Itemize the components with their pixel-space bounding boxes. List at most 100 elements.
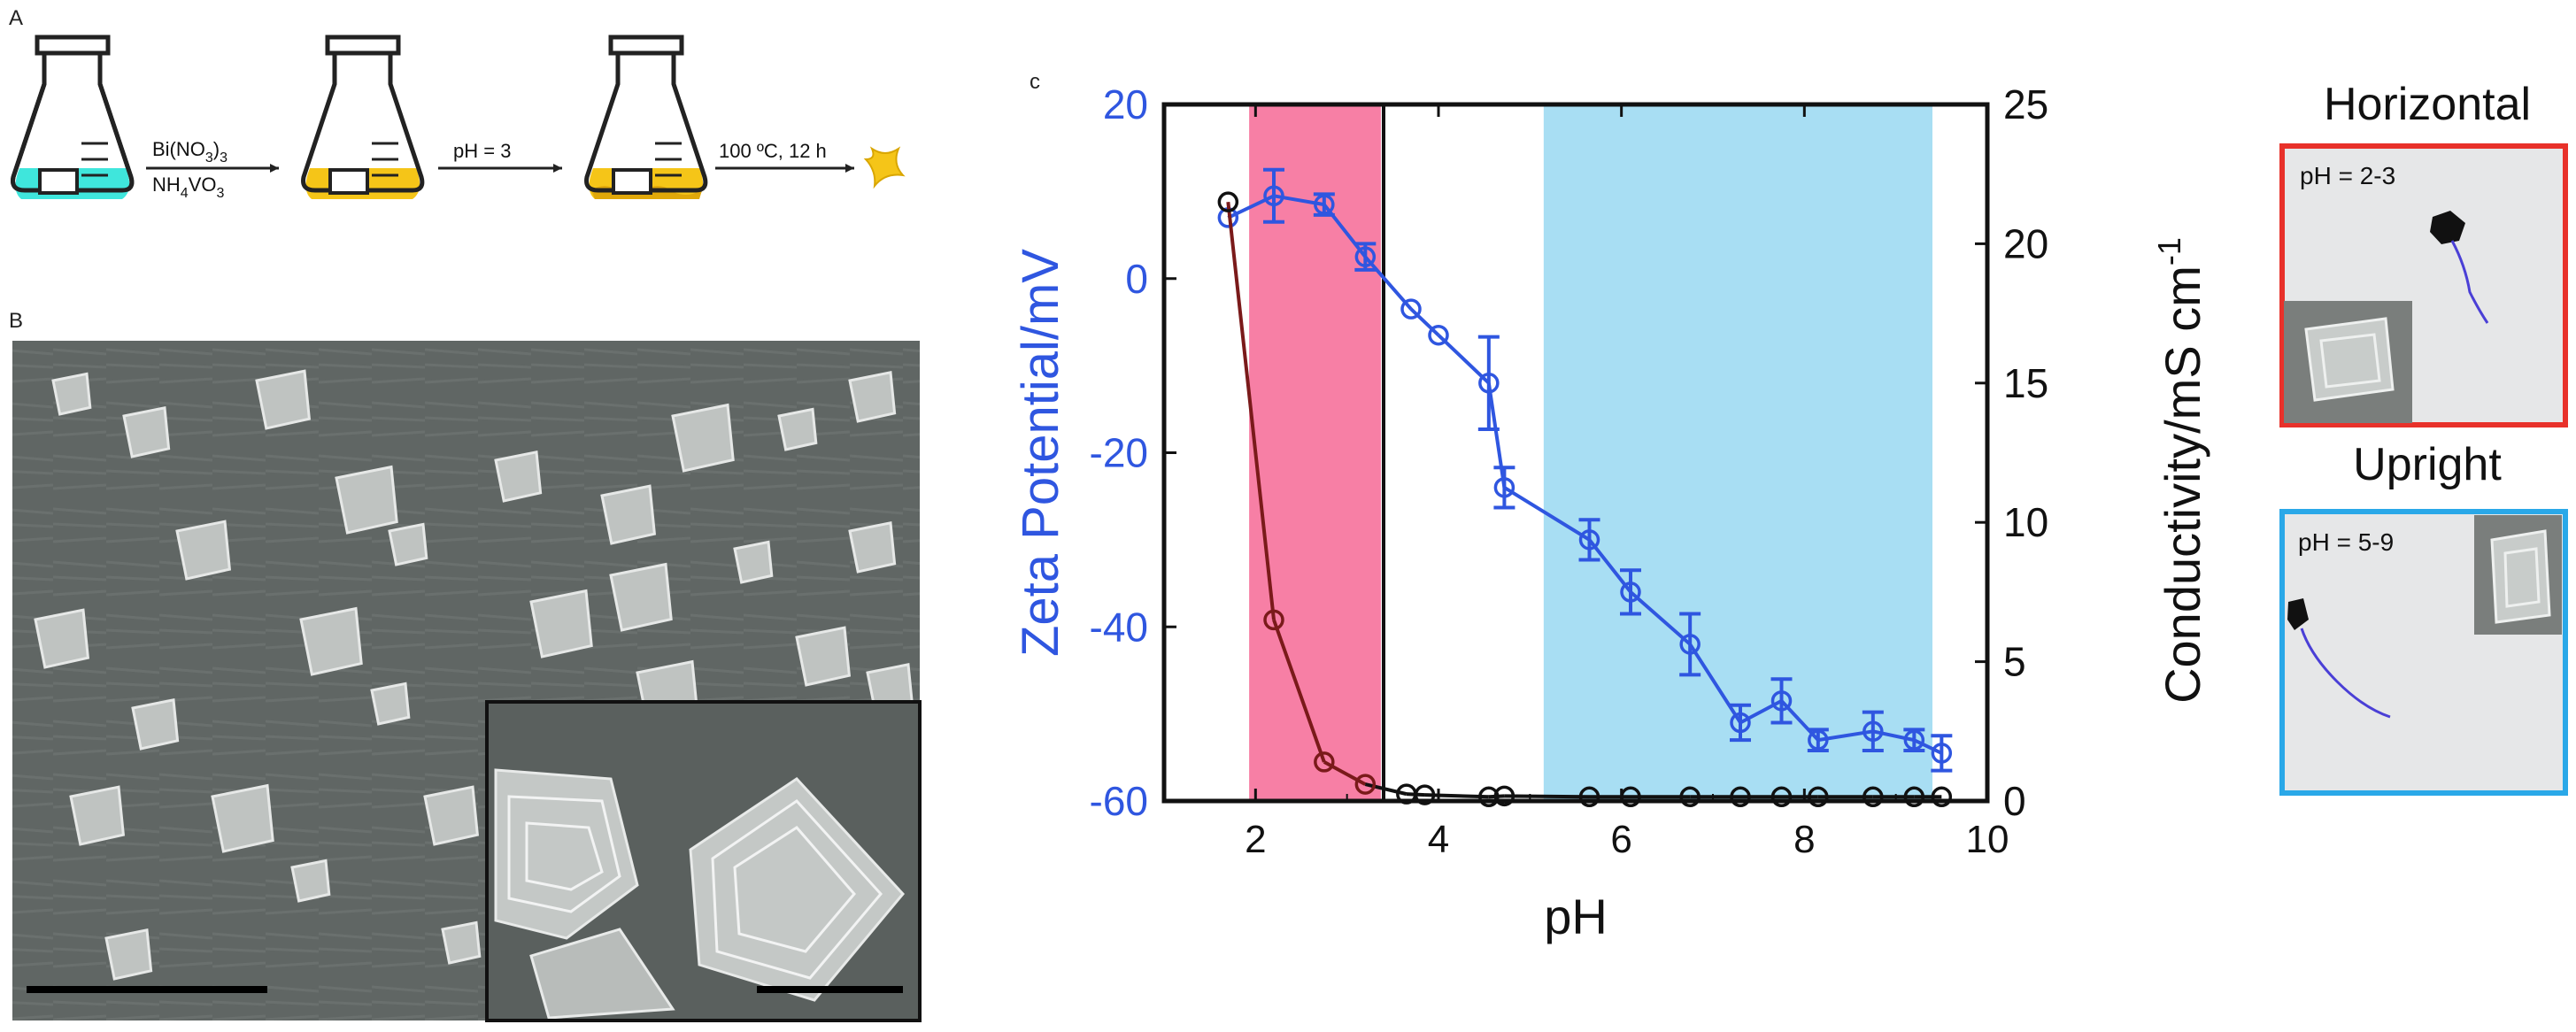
data-point (1931, 786, 1953, 808)
data-point (1354, 246, 1377, 267)
data-point (1679, 634, 1701, 655)
product-particle-icon (863, 146, 906, 189)
reagent-bi-nitrate: Bi(NO3)3 (152, 138, 228, 166)
upright-particle (2287, 598, 2309, 630)
horizontal-ph-label: pH = 2-3 (2300, 162, 2395, 189)
data-point (1863, 786, 1884, 808)
sem-particle (104, 928, 153, 981)
sem-particle (423, 785, 480, 846)
y-left-tick-label: 20 (1103, 81, 1148, 127)
data-point (1314, 751, 1335, 773)
data-point (1578, 786, 1600, 808)
sem-particle (69, 785, 126, 846)
upright-trajectory (2300, 628, 2391, 719)
horizontal-particle (2430, 211, 2465, 244)
x-tick-label: 4 (1428, 818, 1449, 861)
sem-particle (494, 451, 543, 503)
reaction-arrow-1: Bi(NO3)3 NH4VO3 (146, 138, 279, 201)
x-tick-label: 2 (1245, 818, 1266, 861)
data-point (1263, 185, 1284, 207)
sem-particle (51, 372, 92, 416)
data-point (1931, 743, 1953, 764)
y-right-axis-label: Conductivity/mS cm-1 (2151, 237, 2210, 704)
y-right-tick-label: 25 (2003, 81, 2048, 127)
sem-particle (175, 520, 232, 581)
data-point (1414, 784, 1436, 805)
series-conductivity (1217, 191, 1953, 808)
data-point (1679, 786, 1701, 808)
ph3-label: pH = 3 (453, 140, 511, 162)
y-left-tick-label: -40 (1090, 604, 1148, 650)
sem-particle (370, 682, 411, 726)
sem-particle (388, 522, 428, 566)
data-point (1400, 298, 1422, 320)
x-axis-label: pH (1544, 889, 1608, 944)
y-left-tick-label: -60 (1090, 778, 1148, 824)
sem-particle (600, 484, 657, 545)
sem-particle (795, 626, 852, 687)
data-point (1493, 477, 1516, 498)
zeta-conductivity-chart: 2 4 6 8 10 20 0 -20 -40 -60 25 20 15 10 5 0 pH Zeta Poten… (1012, 81, 2210, 944)
series-line-segment (1872, 729, 1915, 743)
sem-particle (335, 465, 398, 535)
data-point (1354, 774, 1377, 795)
x-tick-label: 10 (1966, 818, 2009, 861)
data-point (1863, 720, 1884, 743)
panel-b: B (9, 309, 922, 1022)
shaded-region-upright (1543, 104, 1932, 801)
y-right-tick-label: 15 (2003, 360, 2048, 406)
y-left-tick-label: 0 (1125, 256, 1148, 302)
data-point (1903, 729, 1925, 751)
orientation-horizontal: Horizontal pH = 2-3 Upright pH = 5-9 (2279, 79, 2568, 796)
reaction-arrow-2: pH = 3 (438, 140, 562, 173)
data-point (1808, 786, 1829, 808)
series-line-segment (1688, 643, 1742, 724)
sem-particle (122, 406, 171, 458)
sem-particle (848, 521, 897, 574)
series-line-segment (1504, 794, 1590, 799)
series-line-segment (1629, 590, 1692, 646)
series-line-segment (1364, 782, 1408, 797)
data-point (1730, 712, 1751, 734)
series-line-segment (1437, 334, 1491, 385)
y-left-tick-label: -20 (1090, 430, 1148, 476)
data-point (1620, 581, 1641, 603)
series-zeta-potential (1217, 167, 1953, 773)
data-point (1730, 786, 1751, 808)
series-line-segment (1587, 538, 1632, 594)
sem-particle (441, 920, 482, 965)
series-line-segment (1424, 793, 1489, 799)
data-point (1478, 373, 1500, 394)
sem-particle (211, 783, 274, 853)
data-point (1620, 786, 1641, 808)
data-point (1493, 785, 1516, 807)
sem-particle (529, 589, 593, 658)
sem-particle (609, 562, 673, 632)
data-point (1770, 690, 1793, 712)
panel-a: A Bi(NO3)3 NH4VO3 (9, 6, 906, 201)
flask-3 (584, 35, 708, 199)
series-line-segment (1363, 255, 1413, 311)
data-point (1578, 529, 1600, 551)
y-left-axis-label: Zeta Potential/mV (1012, 249, 1069, 657)
data-point (1478, 786, 1500, 808)
panel-c-label: c (1030, 70, 1040, 94)
sem-particle (299, 606, 363, 676)
upright-title: Upright (2353, 439, 2502, 490)
y-right-tick-label: 10 (2003, 499, 2048, 545)
sem-particle (34, 608, 90, 669)
upright-ph-label: pH = 5-9 (2298, 528, 2394, 556)
series-line-segment (1503, 486, 1591, 542)
data-point (1314, 194, 1335, 215)
sem-particle (848, 371, 897, 423)
series-line-segment (1409, 307, 1440, 337)
sem-particle (290, 859, 331, 903)
x-tick-label: 6 (1610, 818, 1631, 861)
series-line-segment (1272, 619, 1326, 763)
reagent-ammonium-vanadate: NH4VO3 (152, 173, 224, 201)
y-right-tick-label: 0 (2003, 778, 2026, 824)
sem-inset-crystals (494, 768, 905, 1020)
panel-a-label: A (9, 6, 23, 30)
data-point (1903, 786, 1925, 808)
sem-particle (671, 403, 735, 473)
